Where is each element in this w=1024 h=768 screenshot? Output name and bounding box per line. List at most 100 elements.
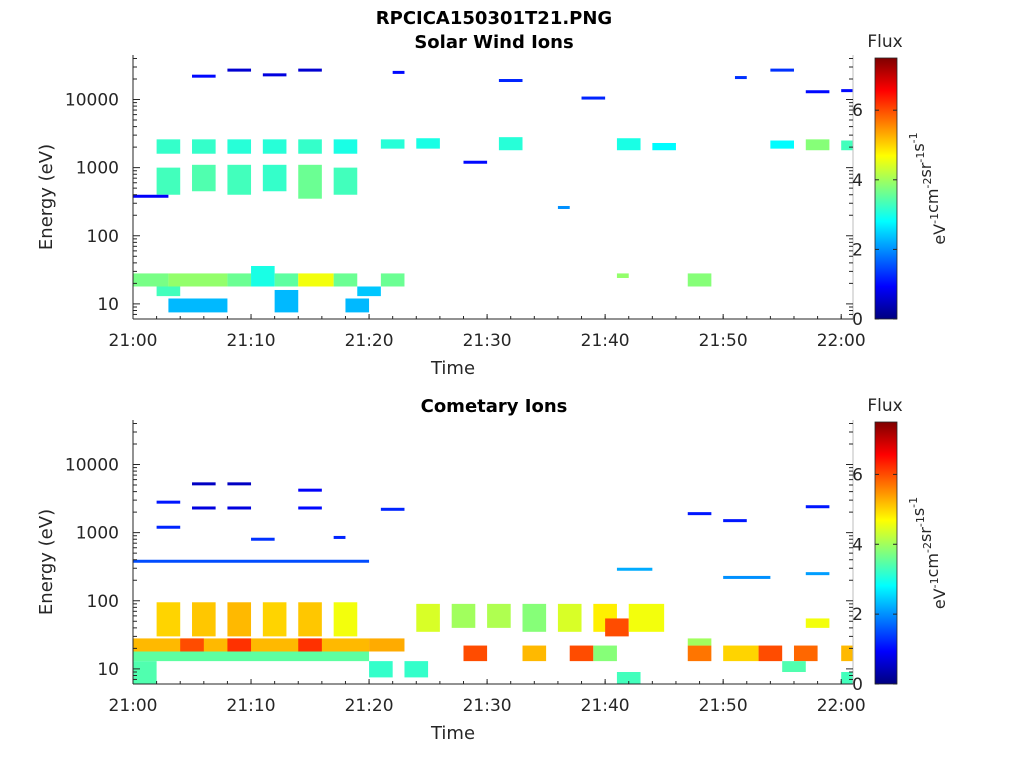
heatmap-line bbox=[805, 572, 830, 576]
heatmap-cell bbox=[687, 645, 712, 662]
x-tick-label: 21:00 bbox=[109, 696, 158, 716]
heatmap-line bbox=[298, 488, 322, 492]
heatmap-line bbox=[687, 512, 712, 516]
heatmap-line bbox=[557, 205, 570, 209]
heatmap-line bbox=[251, 537, 275, 541]
panel-2-title: Cometary Ions bbox=[421, 396, 568, 417]
colorbar-tick-label: 0 bbox=[852, 675, 863, 695]
heatmap-cell bbox=[357, 286, 381, 297]
colorbar-tick-label: 6 bbox=[852, 101, 863, 121]
unit-exponent: -1 bbox=[914, 516, 927, 527]
heatmap-line bbox=[841, 89, 853, 93]
y-tick-label: 100 bbox=[87, 592, 119, 612]
heatmap-cell bbox=[841, 672, 853, 684]
heatmap-line bbox=[723, 519, 747, 523]
heatmap-cell bbox=[616, 273, 629, 278]
heatmap-cell bbox=[380, 139, 405, 149]
unit-exponent: -1 bbox=[907, 497, 920, 508]
y-tick-label: 1000 bbox=[76, 524, 119, 544]
cometary-panel: 21:00 21:10 21:20 21:30 21:40 21:50 22:00 10 100… bbox=[36, 396, 949, 744]
panel-1-title: Solar Wind Ions bbox=[414, 32, 573, 53]
heatmap-line bbox=[616, 567, 653, 571]
heatmap-cell bbox=[463, 645, 488, 662]
unit-base: s bbox=[909, 143, 928, 151]
x-tick-label: 22:00 bbox=[817, 331, 866, 351]
heatmap-cell bbox=[227, 273, 252, 287]
heatmap-line bbox=[770, 68, 794, 72]
heatmap-cell bbox=[451, 603, 476, 628]
unit-base: cm bbox=[923, 553, 942, 577]
heatmap-cell bbox=[687, 273, 712, 287]
heatmap-cell bbox=[251, 265, 275, 287]
heatmap-line bbox=[392, 70, 405, 74]
colorbar-tick-label: 2 bbox=[852, 240, 863, 260]
colorbar-tick-label: 2 bbox=[852, 605, 863, 625]
heatmap-cell bbox=[616, 138, 641, 151]
heatmap-cell bbox=[168, 298, 228, 313]
heatmap-cell bbox=[782, 661, 806, 673]
heatmap-cell bbox=[841, 140, 853, 151]
heatmap-cell bbox=[841, 645, 853, 662]
heatmap-cell bbox=[156, 167, 181, 195]
heatmap-line bbox=[133, 194, 169, 198]
x-tick-label: 21:10 bbox=[227, 696, 276, 716]
heatmap-cell bbox=[498, 137, 523, 151]
x-tick-label: 21:10 bbox=[227, 331, 276, 351]
heatmap-line bbox=[805, 505, 830, 509]
colorbar-tick-label: 0 bbox=[852, 310, 863, 330]
heatmap-cell bbox=[416, 603, 440, 632]
heatmap-line bbox=[723, 575, 771, 579]
heatmap-line bbox=[734, 76, 747, 80]
heatmap-cell bbox=[605, 618, 629, 637]
heatmap-line bbox=[192, 482, 216, 486]
y-tick-label: 1000 bbox=[76, 159, 119, 179]
colorbar-unit-label: eV-1cm-2sr-1s-1 bbox=[907, 497, 949, 609]
heatmap-cell bbox=[805, 139, 830, 151]
heatmap-line bbox=[262, 73, 287, 77]
x-tick-label: 21:40 bbox=[581, 696, 630, 716]
heatmap-cell bbox=[522, 645, 547, 662]
heatmap-cell bbox=[192, 139, 216, 154]
heatmap-cell bbox=[156, 139, 181, 154]
solar-wind-panel: 21:00 21:10 21:20 21:30 21:40 21:50 22:00 10 100… bbox=[36, 32, 949, 379]
heatmap-cell bbox=[758, 645, 783, 662]
unit-base: sr bbox=[916, 162, 935, 177]
heatmap-cell bbox=[805, 618, 830, 628]
heatmap-cell bbox=[723, 645, 759, 662]
heatmap-cell bbox=[616, 672, 641, 684]
heatmap-line bbox=[227, 482, 252, 486]
x-tick-label: 21:30 bbox=[463, 331, 512, 351]
unit-exponent: -2 bbox=[921, 178, 934, 189]
heatmap-cell bbox=[262, 164, 287, 192]
x-tick-label: 21:30 bbox=[463, 696, 512, 716]
x-tick-label: 21:40 bbox=[581, 331, 630, 351]
unit-exponent: -1 bbox=[914, 152, 927, 163]
heatmap-line bbox=[333, 535, 346, 539]
heatmap-line bbox=[156, 525, 181, 529]
unit-base: cm bbox=[923, 189, 942, 213]
x-axis-label: Time bbox=[430, 723, 475, 744]
heatmap-cell bbox=[168, 273, 228, 287]
heatmap-line bbox=[581, 96, 606, 100]
heatmap-cell bbox=[227, 164, 252, 195]
x-tick-label: 21:20 bbox=[345, 696, 394, 716]
heatmap-cell bbox=[628, 603, 665, 632]
unit-base: eV bbox=[930, 224, 949, 245]
heatmap-line bbox=[498, 79, 523, 83]
unit-base: s bbox=[909, 508, 928, 516]
heatmap-cell bbox=[133, 273, 169, 287]
heatmap-cell bbox=[416, 138, 440, 149]
heatmap-cell bbox=[369, 638, 405, 652]
x-tick-label: 21:50 bbox=[699, 331, 748, 351]
y-tick-label: 10000 bbox=[65, 91, 119, 111]
colorbar-title: Flux bbox=[867, 396, 902, 416]
colorbar-tick-label: 6 bbox=[852, 465, 863, 485]
unit-exponent: -1 bbox=[928, 213, 941, 224]
heatmap-cell bbox=[298, 164, 322, 199]
heatmap-cell bbox=[487, 603, 511, 628]
heatmap-cell bbox=[557, 603, 582, 632]
heatmap-line bbox=[805, 90, 830, 94]
unit-base: sr bbox=[916, 527, 935, 542]
heatmap-cell bbox=[133, 651, 370, 662]
